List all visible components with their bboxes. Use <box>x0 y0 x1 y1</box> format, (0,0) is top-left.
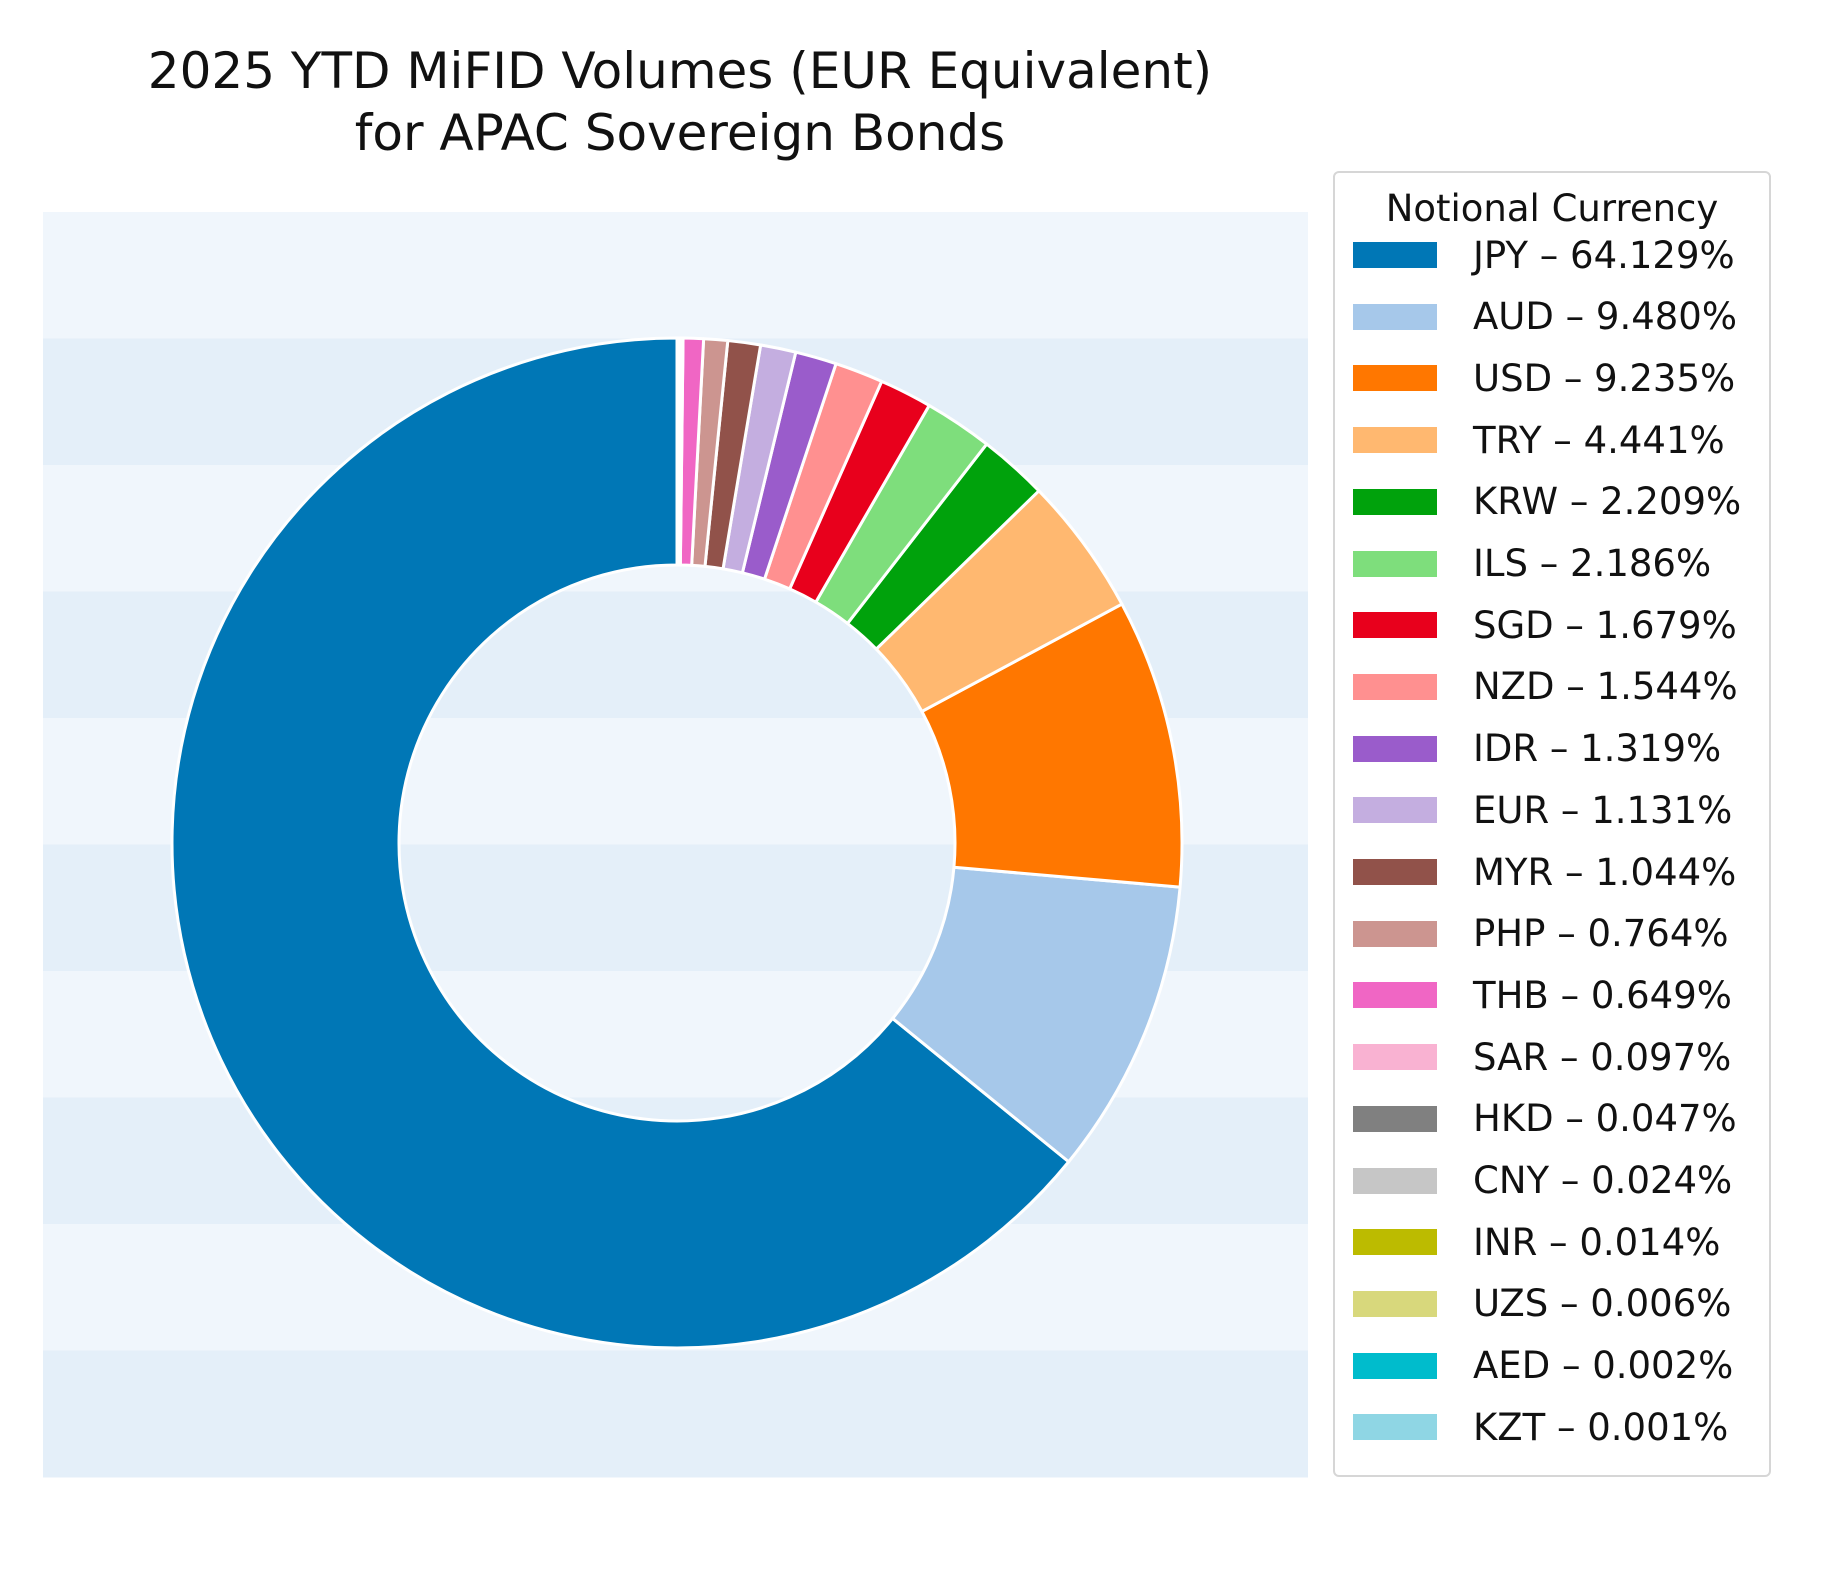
legend-item-cny: CNY – 0.024% <box>1353 1156 1732 1206</box>
legend-swatch <box>1353 550 1437 577</box>
legend-label: KZT – 0.001% <box>1473 1405 1729 1449</box>
legend-item-thb: THB – 0.649% <box>1353 970 1732 1020</box>
legend-swatch <box>1353 735 1437 762</box>
legend-label: JPY – 64.129% <box>1473 233 1735 277</box>
chart-title: 2025 YTD MiFID Volumes (EUR Equivalent) … <box>40 40 1320 164</box>
legend-item-aud: AUD – 9.480% <box>1353 292 1737 342</box>
legend-swatch <box>1353 1229 1437 1256</box>
legend-swatch <box>1353 1044 1437 1071</box>
legend-label: THB – 0.649% <box>1473 973 1732 1017</box>
legend-item-kzt: KZT – 0.001% <box>1353 1402 1728 1452</box>
legend-swatch <box>1353 365 1437 392</box>
legend-swatch <box>1353 612 1437 639</box>
legend-label: PHP – 0.764% <box>1473 912 1729 956</box>
legend-swatch <box>1353 427 1437 454</box>
donut-slices <box>170 336 1184 1350</box>
legend-item-jpy: JPY – 64.129% <box>1353 230 1735 280</box>
donut-slice-jpy <box>170 336 1071 1350</box>
chart-title-line-1: 2025 YTD MiFID Volumes (EUR Equivalent) <box>147 42 1213 100</box>
legend-swatch <box>1353 1414 1437 1441</box>
legend-item-sar: SAR – 0.097% <box>1353 1032 1731 1082</box>
legend: Notional Currency JPY – 64.129% AUD – 9.4… <box>1333 171 1771 1477</box>
legend-item-myr: MYR – 1.044% <box>1353 847 1736 897</box>
legend-label: SAR – 0.097% <box>1473 1035 1732 1079</box>
legend-item-idr: IDR – 1.319% <box>1353 724 1721 774</box>
legend-label: TRY – 4.441% <box>1473 418 1725 462</box>
legend-item-nzd: NZD – 1.544% <box>1353 662 1738 712</box>
donut-slice-aud <box>891 865 1182 1164</box>
legend-label: HKD – 0.047% <box>1473 1097 1737 1141</box>
legend-swatch <box>1353 242 1437 268</box>
legend-label: ILS – 2.186% <box>1473 542 1712 585</box>
legend-label: EUR – 1.131% <box>1473 788 1733 832</box>
legend-swatch <box>1353 1290 1437 1317</box>
legend-swatch <box>1353 488 1437 515</box>
legend-swatch <box>1353 1105 1437 1132</box>
legend-swatch <box>1353 859 1437 885</box>
legend-swatch <box>1353 797 1437 824</box>
legend-label: MYR – 1.044% <box>1473 850 1737 894</box>
legend-item-uzs: UZS – 0.006% <box>1353 1279 1731 1329</box>
legend-label: INR – 0.014% <box>1473 1220 1721 1264</box>
legend-item-hkd: HKD – 0.047% <box>1353 1094 1737 1144</box>
legend-swatch <box>1353 982 1437 1009</box>
legend-label: UZS – 0.006% <box>1473 1282 1732 1326</box>
legend-swatch <box>1353 1167 1437 1194</box>
legend-label: KRW – 2.209% <box>1473 480 1742 524</box>
legend-label: AUD – 9.480% <box>1473 295 1737 339</box>
legend-item-krw: KRW – 2.209% <box>1353 477 1741 527</box>
legend-item-inr: INR – 0.014% <box>1353 1217 1720 1267</box>
legend-item-sgd: SGD – 1.679% <box>1353 600 1737 650</box>
background-stripe <box>43 1350 1308 1478</box>
legend-label: AED – 0.002% <box>1473 1344 1734 1388</box>
legend-swatch <box>1353 1352 1437 1379</box>
legend-item-try: TRY – 4.441% <box>1353 415 1725 465</box>
legend-label: IDR – 1.319% <box>1473 727 1722 771</box>
chart-title-line-2: for APAC Sovereign Bonds <box>354 104 1006 162</box>
legend-item-php: PHP – 0.764% <box>1353 909 1729 959</box>
legend-item-eur: EUR – 1.131% <box>1353 785 1732 835</box>
legend-swatch <box>1353 920 1437 947</box>
legend-item-aed: AED – 0.002% <box>1353 1341 1733 1391</box>
legend-label: USD – 9.235% <box>1473 356 1736 400</box>
legend-swatch <box>1353 673 1437 700</box>
legend-title: Notional Currency <box>1385 187 1719 230</box>
legend-swatch <box>1353 303 1437 330</box>
legend-label: CNY – 0.024% <box>1473 1159 1733 1202</box>
legend-label: SGD – 1.679% <box>1473 603 1737 647</box>
background-stripe <box>43 212 1308 339</box>
legend-label: NZD – 1.544% <box>1473 665 1738 709</box>
legend-item-usd: USD – 9.235% <box>1353 353 1735 403</box>
legend-item-ils: ILS – 2.186% <box>1353 539 1711 589</box>
